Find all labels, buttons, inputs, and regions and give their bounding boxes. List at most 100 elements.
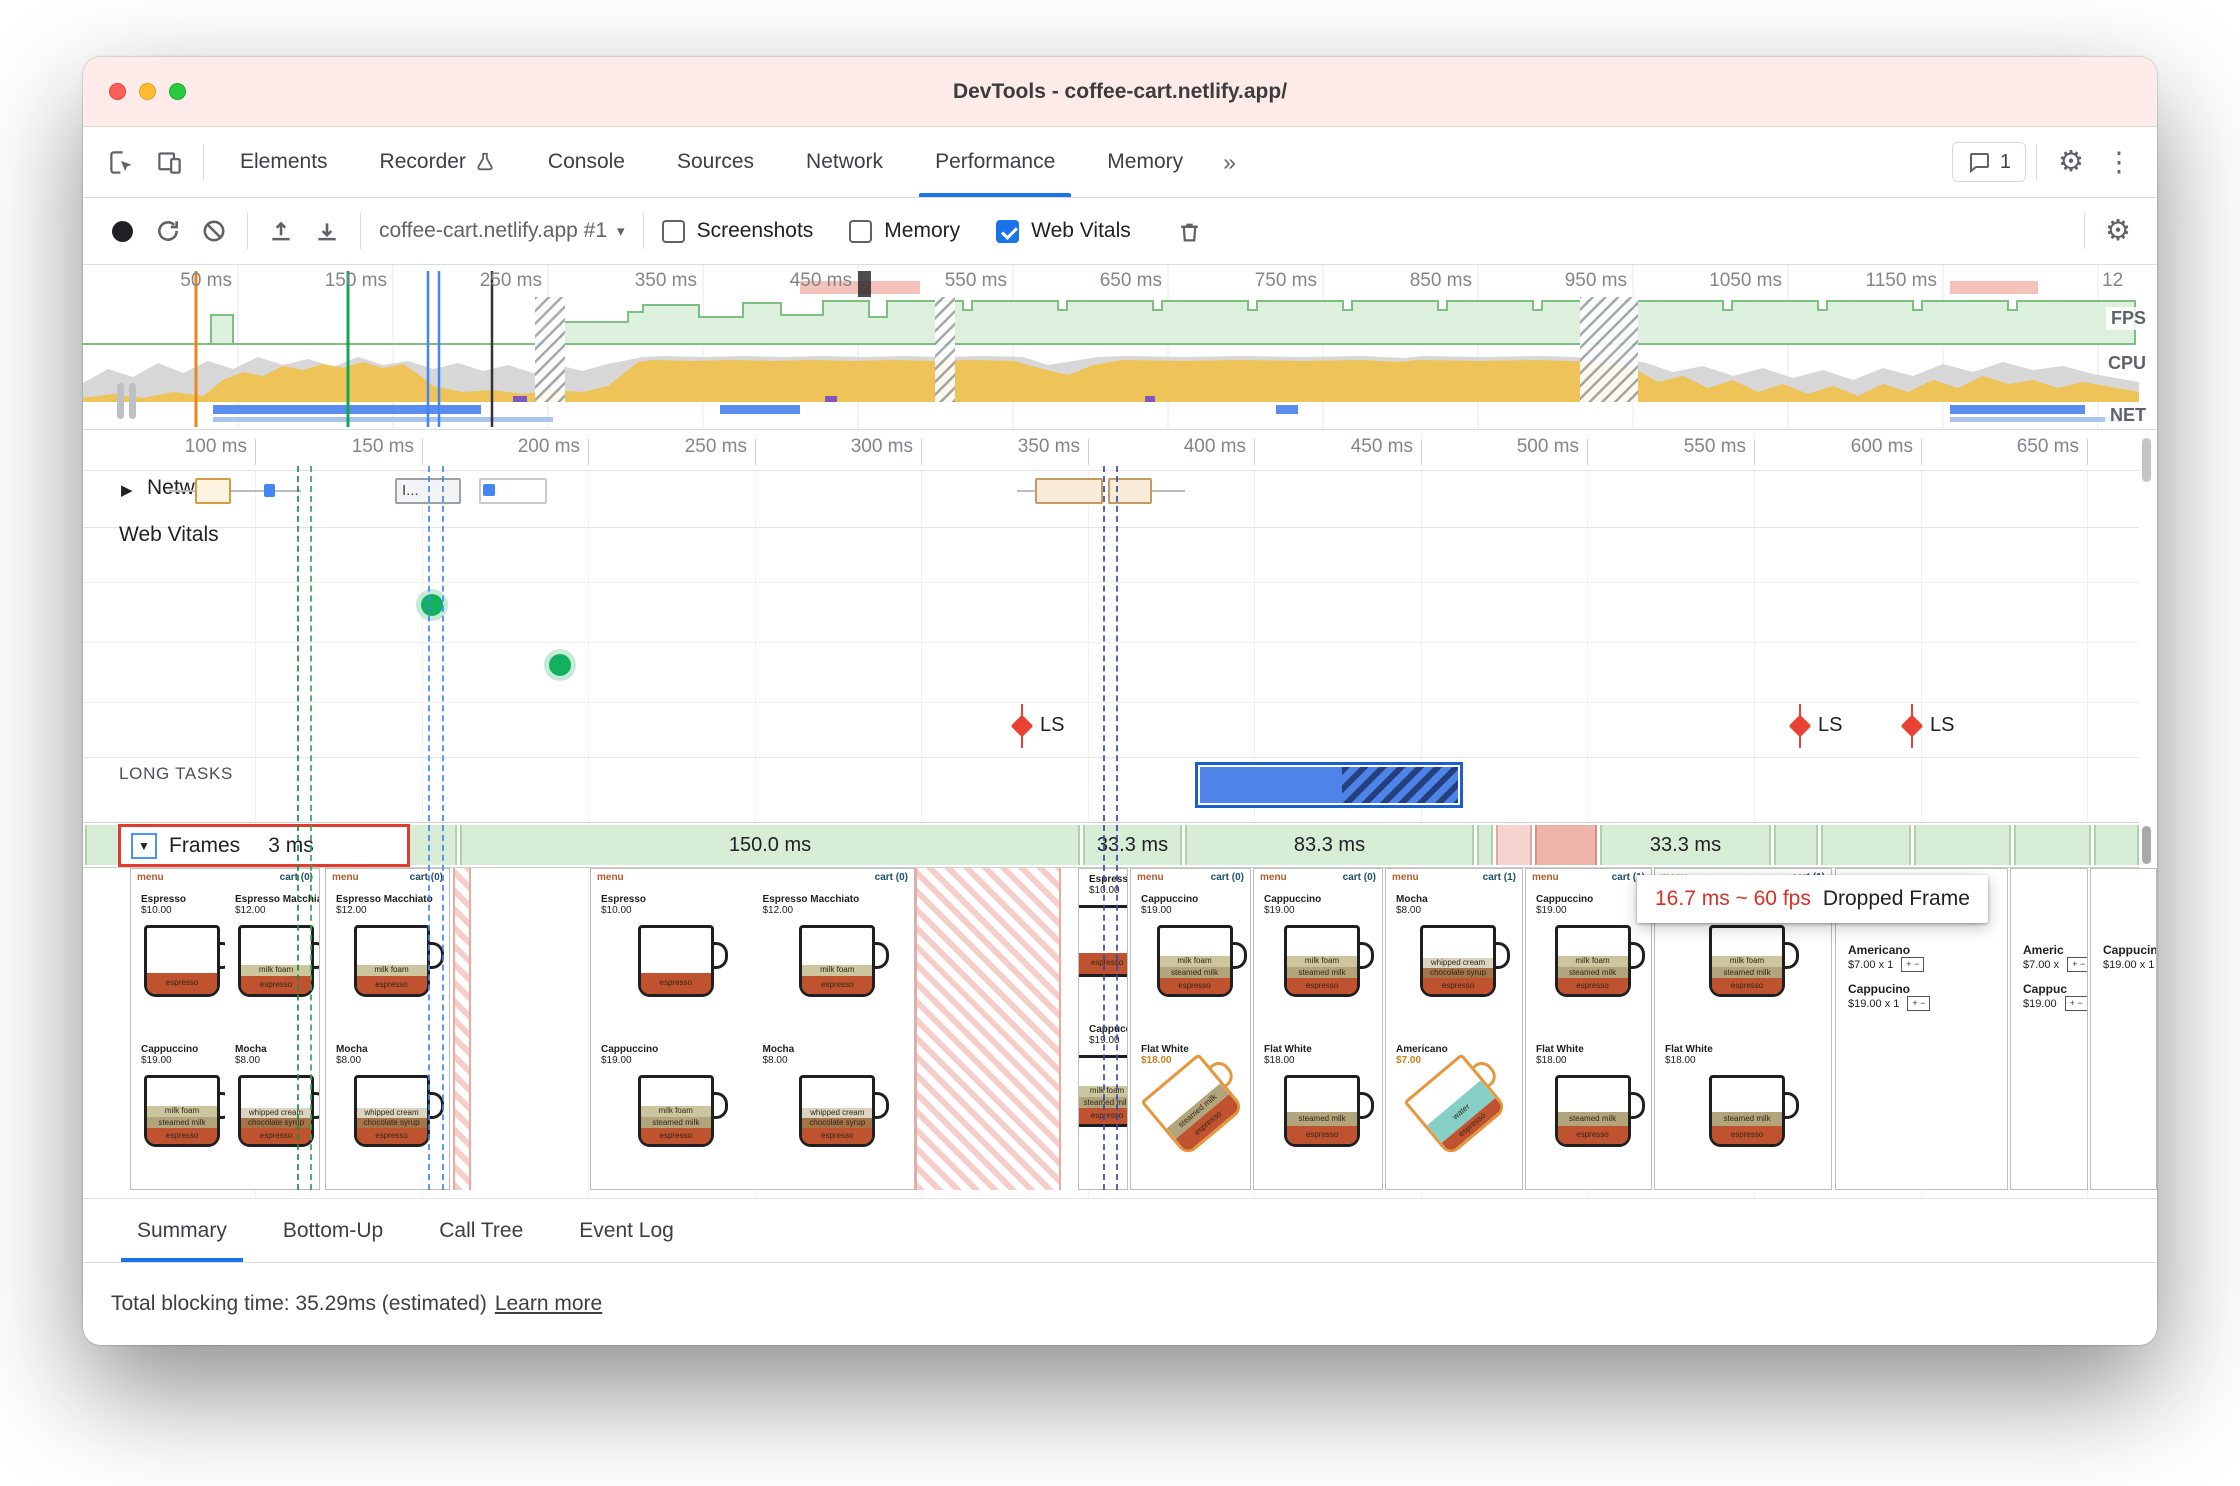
thumb-header: menu cart (0): [137, 872, 313, 883]
cup-handle: [1495, 942, 1510, 969]
frame-duration-segment[interactable]: [1914, 825, 2011, 865]
coffee-cup: milk foam steamed milk espresso: [637, 1075, 728, 1147]
long-task-bar[interactable]: [1195, 762, 1463, 808]
frames-track-header[interactable]: ▼ Frames 3 ms: [118, 824, 410, 867]
network-request-bar[interactable]: [479, 478, 547, 504]
bottom-tab-call-tree[interactable]: Call Tree: [439, 1218, 524, 1242]
capture-settings-gear-icon[interactable]: ⚙: [2105, 214, 2131, 247]
close-button[interactable]: [109, 83, 126, 100]
frame-duration-segment[interactable]: [1535, 825, 1597, 865]
checkbox-box-memory[interactable]: [849, 219, 873, 243]
issues-button[interactable]: 1: [1951, 142, 2026, 182]
tab-recorder[interactable]: Recorder: [354, 127, 522, 197]
record-button[interactable]: [99, 208, 145, 254]
frame-duration-segment[interactable]: 83.3 ms: [1185, 825, 1474, 865]
cart-row: Americano $7.00 x 1 + −: [1848, 943, 1995, 972]
web-vital-marker[interactable]: [549, 654, 571, 676]
frame-duration-segment[interactable]: [1774, 825, 1818, 865]
coffee-cup: milk foam espresso: [238, 925, 319, 997]
track-separators: [83, 430, 2157, 1198]
save-profile-button[interactable]: [304, 208, 350, 254]
performance-toolbar: coffee-cart.netlify.app #1 ▾ Screenshots…: [83, 198, 2157, 265]
web-vital-marker[interactable]: [421, 594, 443, 616]
tab-console[interactable]: Console: [522, 127, 651, 197]
trash-icon: [1181, 223, 1199, 241]
coffee-cup: steamed milk espresso: [1554, 1075, 1645, 1147]
ruler-label: 450 ms: [1350, 436, 1413, 457]
zoom-button[interactable]: [169, 83, 186, 100]
frame-duration-segment[interactable]: 33.3 ms: [1600, 825, 1771, 865]
tab-network[interactable]: Network: [780, 127, 909, 197]
coffee-cup: whipped cream chocolate syrup espresso: [238, 1075, 319, 1147]
web-vitals-track-label[interactable]: Web Vitals: [119, 523, 219, 546]
device-toolbar-icon[interactable]: [145, 138, 193, 186]
ruler-tick: [588, 439, 589, 465]
checkbox-box-screenshots[interactable]: [661, 219, 685, 243]
thumb-header: menu cart (0): [332, 872, 443, 883]
filmstrip-frame[interactable]: menu cart (0) Espresso $10.00 espresso Espres…: [590, 868, 915, 1190]
filmstrip-frame[interactable]: menu cart (0) Espresso Macchiato $12.00 milk…: [325, 868, 450, 1190]
checkbox-screenshots[interactable]: Screenshots: [661, 219, 813, 243]
frames-scrollbar[interactable]: [2142, 826, 2151, 864]
drink-item: Flat White $18.00 steamed milk espresso: [1254, 1039, 1382, 1189]
bottom-tab-bottom-up[interactable]: Bottom-Up: [282, 1218, 384, 1242]
frame-duration-segment[interactable]: [1821, 825, 1911, 865]
bottom-tab-event-log[interactable]: Event Log: [579, 1218, 674, 1242]
inspect-element-icon[interactable]: [97, 138, 145, 186]
network-request-bar[interactable]: [1035, 478, 1103, 504]
minimize-button[interactable]: [139, 83, 156, 100]
filmstrip-frame[interactable]: menu cart (1) Mocha $8.00 whipped cream choco…: [1385, 868, 1523, 1190]
frame-duration-segment[interactable]: 150.0 ms: [460, 825, 1080, 865]
event-marker-line: [297, 466, 299, 1190]
filmstrip-frame[interactable]: menu cart (0) Cappuccino $19.00 milk foam ste…: [1130, 868, 1251, 1190]
overview-ruler: 50 ms 150 ms 250 ms 350 ms 450 ms 550 ms 650 m…: [83, 265, 2157, 429]
thumb-header: menu cart (0): [1137, 872, 1244, 883]
frame-duration-segment[interactable]: [2094, 825, 2139, 865]
clear-button[interactable]: [191, 208, 237, 254]
titlebar[interactable]: DevTools - coffee-cart.netlify.app/: [83, 57, 2157, 127]
filmstrip-frame[interactable]: Cappucino$19.00 x 1+ −: [2090, 868, 2157, 1190]
tab-elements[interactable]: Elements: [214, 127, 354, 197]
overview-ruler-label: 1150 ms: [1865, 270, 1937, 291]
delete-recording-button[interactable]: [1167, 208, 1213, 254]
frame-duration-segment[interactable]: [2014, 825, 2091, 865]
overview-chart[interactable]: [83, 265, 2157, 430]
filmstrip-frame[interactable]: menu cart (0) Cappuccino $19.00 milk foam ste…: [1253, 868, 1383, 1190]
quantity-stepper: + −: [2064, 996, 2087, 1011]
timeline-overview[interactable]: 50 ms 150 ms 250 ms 350 ms 450 ms 550 ms 650 m…: [83, 265, 2157, 430]
tabbar-right-controls: 1 ⚙ ⋮: [1951, 138, 2143, 186]
filmstrip-frame[interactable]: menu cart (0) Espresso $10.00 espresso Espres…: [130, 868, 320, 1190]
tab-more-tabs[interactable]: »: [1209, 127, 1250, 197]
frame-duration-segment[interactable]: [1477, 825, 1493, 865]
frame-duration-segment[interactable]: 33.3 ms: [1083, 825, 1182, 865]
network-disclosure-icon[interactable]: ▶: [121, 482, 133, 499]
divider: [203, 144, 204, 180]
load-profile-button[interactable]: [258, 208, 304, 254]
kebab-menu-icon[interactable]: ⋮: [2105, 146, 2133, 177]
vertical-scrollbar[interactable]: [2142, 438, 2151, 482]
network-request-bar[interactable]: [1108, 478, 1152, 504]
filmstrip-frame[interactable]: Americ $7.00 x + − Cappuc $19.00 + −: [2010, 868, 2088, 1190]
dropped-frame-gap: [453, 868, 471, 1190]
checkbox-box-web-vitals[interactable]: [996, 219, 1020, 243]
timeline-tracks[interactable]: 100 ms 150 ms 200 ms 250 ms 300 ms 350 ms 400 …: [83, 430, 2157, 1198]
checkbox-memory[interactable]: Memory: [849, 219, 960, 243]
status-bar: Total blocking time: 35.29ms (estimated)…: [83, 1262, 2157, 1345]
network-request-bar[interactable]: [264, 484, 275, 497]
learn-more-link[interactable]: Learn more: [494, 1292, 603, 1315]
tab-memory[interactable]: Memory: [1081, 127, 1209, 197]
network-request-bar[interactable]: [195, 478, 231, 504]
tab-performance[interactable]: Performance: [909, 127, 1081, 197]
history-dropdown[interactable]: coffee-cart.netlify.app #1 ▾: [371, 219, 633, 243]
frame-duration-segment[interactable]: [1496, 825, 1532, 865]
reload-and-record-button[interactable]: [145, 208, 191, 254]
checkbox-web-vitals[interactable]: Web Vitals: [996, 219, 1131, 243]
tab-label: Elements: [240, 150, 328, 173]
bottom-tab-summary[interactable]: Summary: [109, 1199, 255, 1262]
tab-sources[interactable]: Sources: [651, 127, 780, 197]
collapse-caret-icon[interactable]: ▼: [131, 832, 157, 859]
settings-gear-icon[interactable]: ⚙: [2058, 145, 2084, 178]
